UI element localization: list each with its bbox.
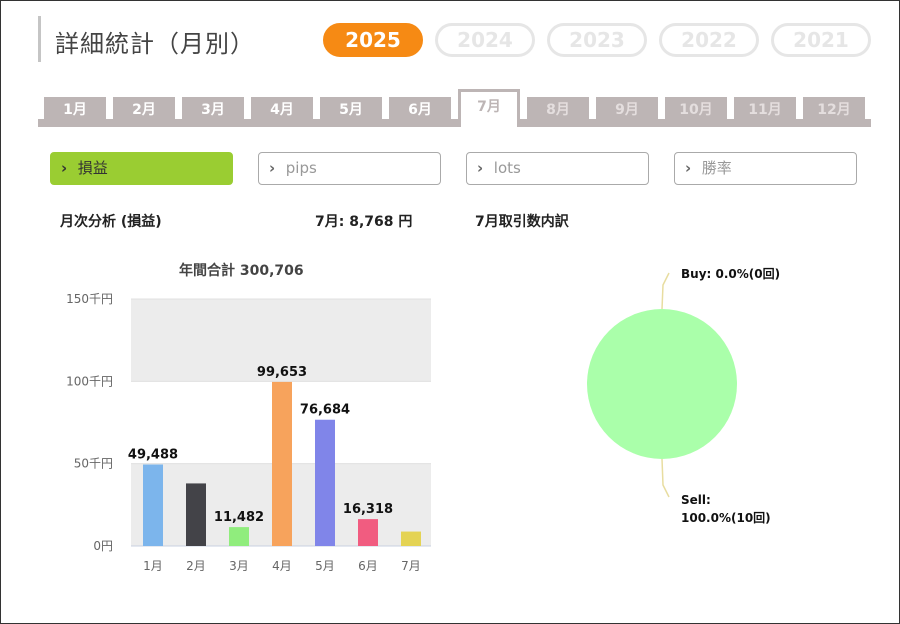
- month-tab-10[interactable]: 10月: [665, 97, 727, 123]
- y-tick-label: 50千円: [74, 457, 113, 471]
- month-tab-7[interactable]: 7月: [458, 89, 520, 127]
- bar: [315, 419, 335, 546]
- month-tab-3[interactable]: 3月: [182, 97, 244, 123]
- month-tab-1[interactable]: 1月: [44, 97, 106, 123]
- x-tick-label: 3月: [229, 559, 249, 573]
- month-tab-8[interactable]: 8月: [527, 97, 589, 123]
- annual-total: 年間合計 300,706: [179, 263, 304, 279]
- month-tab-12[interactable]: 12月: [803, 97, 865, 123]
- month-tab-9[interactable]: 9月: [596, 97, 658, 123]
- metric-button-winrate[interactable]: › 勝率: [674, 152, 857, 185]
- year-tab-2023[interactable]: 2023: [547, 23, 647, 57]
- month-tab-11[interactable]: 11月: [734, 97, 796, 123]
- data-label: 99,653: [257, 365, 307, 380]
- title-bar: 詳細統計（月別）: [38, 16, 268, 62]
- chevron-right-icon: ›: [269, 159, 276, 177]
- year-tab-2025[interactable]: 2025: [323, 23, 423, 57]
- y-tick-label: 150千円: [66, 292, 113, 306]
- data-label: 11,482: [214, 510, 264, 525]
- analysis-title: 月次分析 (損益): [60, 214, 162, 230]
- month-tab-6[interactable]: 6月: [389, 97, 451, 123]
- metric-label: 損益: [77, 159, 108, 177]
- metric-button-pnl[interactable]: › 損益: [50, 152, 233, 185]
- pie-label-sell-value: 100.0%(10回): [681, 511, 771, 525]
- bar: [401, 531, 421, 546]
- bar: [143, 464, 163, 546]
- month-tab-2[interactable]: 2月: [113, 97, 175, 123]
- x-tick-label: 4月: [272, 559, 292, 573]
- y-tick-label: 100千円: [66, 374, 113, 388]
- page-title: 詳細統計（月別）: [55, 30, 255, 58]
- month-tab-5[interactable]: 5月: [320, 97, 382, 123]
- connector-line: [661, 272, 670, 310]
- x-tick-label: 7月: [401, 559, 421, 573]
- breakdown-title: 7月取引数内訳: [475, 214, 569, 230]
- month-value: 7月: 8,768 円: [315, 214, 413, 230]
- data-label: 76,684: [300, 403, 350, 418]
- metric-label: 勝率: [701, 159, 732, 177]
- x-tick-label: 1月: [143, 559, 163, 573]
- bar-chart: 0円 50千円 100千円 150千円 1月 49,488 2月 3月 11,482 4月 99,6…: [66, 292, 431, 573]
- pie-slice: [587, 309, 737, 459]
- metric-button-pips[interactable]: › pips: [258, 152, 441, 185]
- data-label: 16,318: [343, 502, 393, 517]
- pie-label-buy: Buy: 0.0%(0回): [681, 267, 780, 281]
- chevron-right-icon: ›: [477, 159, 484, 177]
- metric-label: lots: [493, 159, 521, 177]
- bar: [272, 381, 292, 546]
- bar: [229, 527, 249, 546]
- chevron-right-icon: ›: [61, 159, 68, 177]
- bar: [358, 519, 378, 546]
- metric-label: pips: [285, 159, 317, 177]
- x-tick-label: 2月: [186, 559, 206, 573]
- y-tick-label: 0円: [93, 539, 113, 553]
- x-tick-label: 6月: [358, 559, 378, 573]
- month-tab-4[interactable]: 4月: [251, 97, 313, 123]
- metric-button-lots[interactable]: › lots: [466, 152, 649, 185]
- data-label: 49,488: [128, 448, 178, 463]
- pie-chart: Buy: 0.0%(0回) Sell: 100.0%(10回): [587, 267, 780, 525]
- bar: [186, 483, 206, 546]
- year-tab-2021[interactable]: 2021: [771, 23, 871, 57]
- pie-label-sell: Sell:: [681, 493, 711, 507]
- x-tick-label: 5月: [315, 559, 335, 573]
- year-tab-2022[interactable]: 2022: [659, 23, 759, 57]
- year-tab-2024[interactable]: 2024: [435, 23, 535, 57]
- month-tab-bar: [38, 119, 871, 127]
- connector-line: [661, 458, 670, 498]
- grid-band: [131, 299, 431, 382]
- chevron-right-icon: ›: [685, 159, 692, 177]
